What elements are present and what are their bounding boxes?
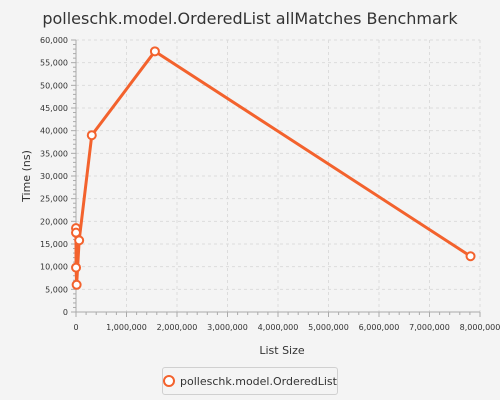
chart-title: polleschk.model.OrderedList allMatches B… (42, 9, 458, 28)
data-point (465, 251, 476, 262)
legend-label: polleschk.model.OrderedList (180, 374, 337, 388)
y-tick-label: 45,000 (40, 104, 68, 113)
y-tick-label: 0 (63, 308, 68, 317)
data-point (74, 235, 85, 246)
y-axis-label: Time (ns) (20, 150, 33, 203)
legend: polleschk.model.OrderedList (162, 367, 338, 395)
x-tick-label: 4,000,000 (258, 323, 299, 332)
x-tick-label: 5,000,000 (308, 323, 349, 332)
y-tick-label: 60,000 (40, 36, 68, 45)
x-tick-label: 7,000,000 (409, 323, 450, 332)
data-point (71, 262, 82, 273)
y-tick-label: 10,000 (40, 263, 68, 272)
y-tick-label: 30,000 (40, 172, 68, 181)
legend-marker-icon (163, 375, 176, 387)
x-axis-label: List Size (259, 344, 305, 357)
data-point (149, 46, 160, 57)
data-point (86, 130, 97, 141)
y-tick-label: 40,000 (40, 127, 68, 136)
x-tick-labels: 0 1,000,000 2,000,000 3,000,000 4,000,000 5,0… (73, 323, 500, 332)
y-tick-labels: 0 5,000 10,000 15,000 20,000 25,000 30,000 35,0… (40, 36, 68, 317)
y-tick-label: 50,000 (40, 81, 68, 90)
x-tick-label: 3,000,000 (207, 323, 248, 332)
y-tick-label: 20,000 (40, 217, 68, 226)
y-tick-label: 25,000 (40, 195, 68, 204)
x-tick-label: 6,000,000 (359, 323, 400, 332)
y-tick-label: 15,000 (40, 240, 68, 249)
y-tick-label: 5,000 (45, 285, 68, 294)
x-tick-label: 2,000,000 (157, 323, 198, 332)
x-minor-ticks (75, 312, 481, 317)
grid-lines (76, 39, 481, 312)
y-tick-label: 35,000 (40, 149, 68, 158)
y-tick-label: 55,000 (40, 59, 68, 68)
series-layer (71, 46, 476, 290)
x-tick-label: 0 (73, 323, 78, 332)
x-tick-label: 8,000,000 (460, 323, 500, 332)
x-tick-label: 1,000,000 (106, 323, 147, 332)
data-point (71, 279, 82, 290)
